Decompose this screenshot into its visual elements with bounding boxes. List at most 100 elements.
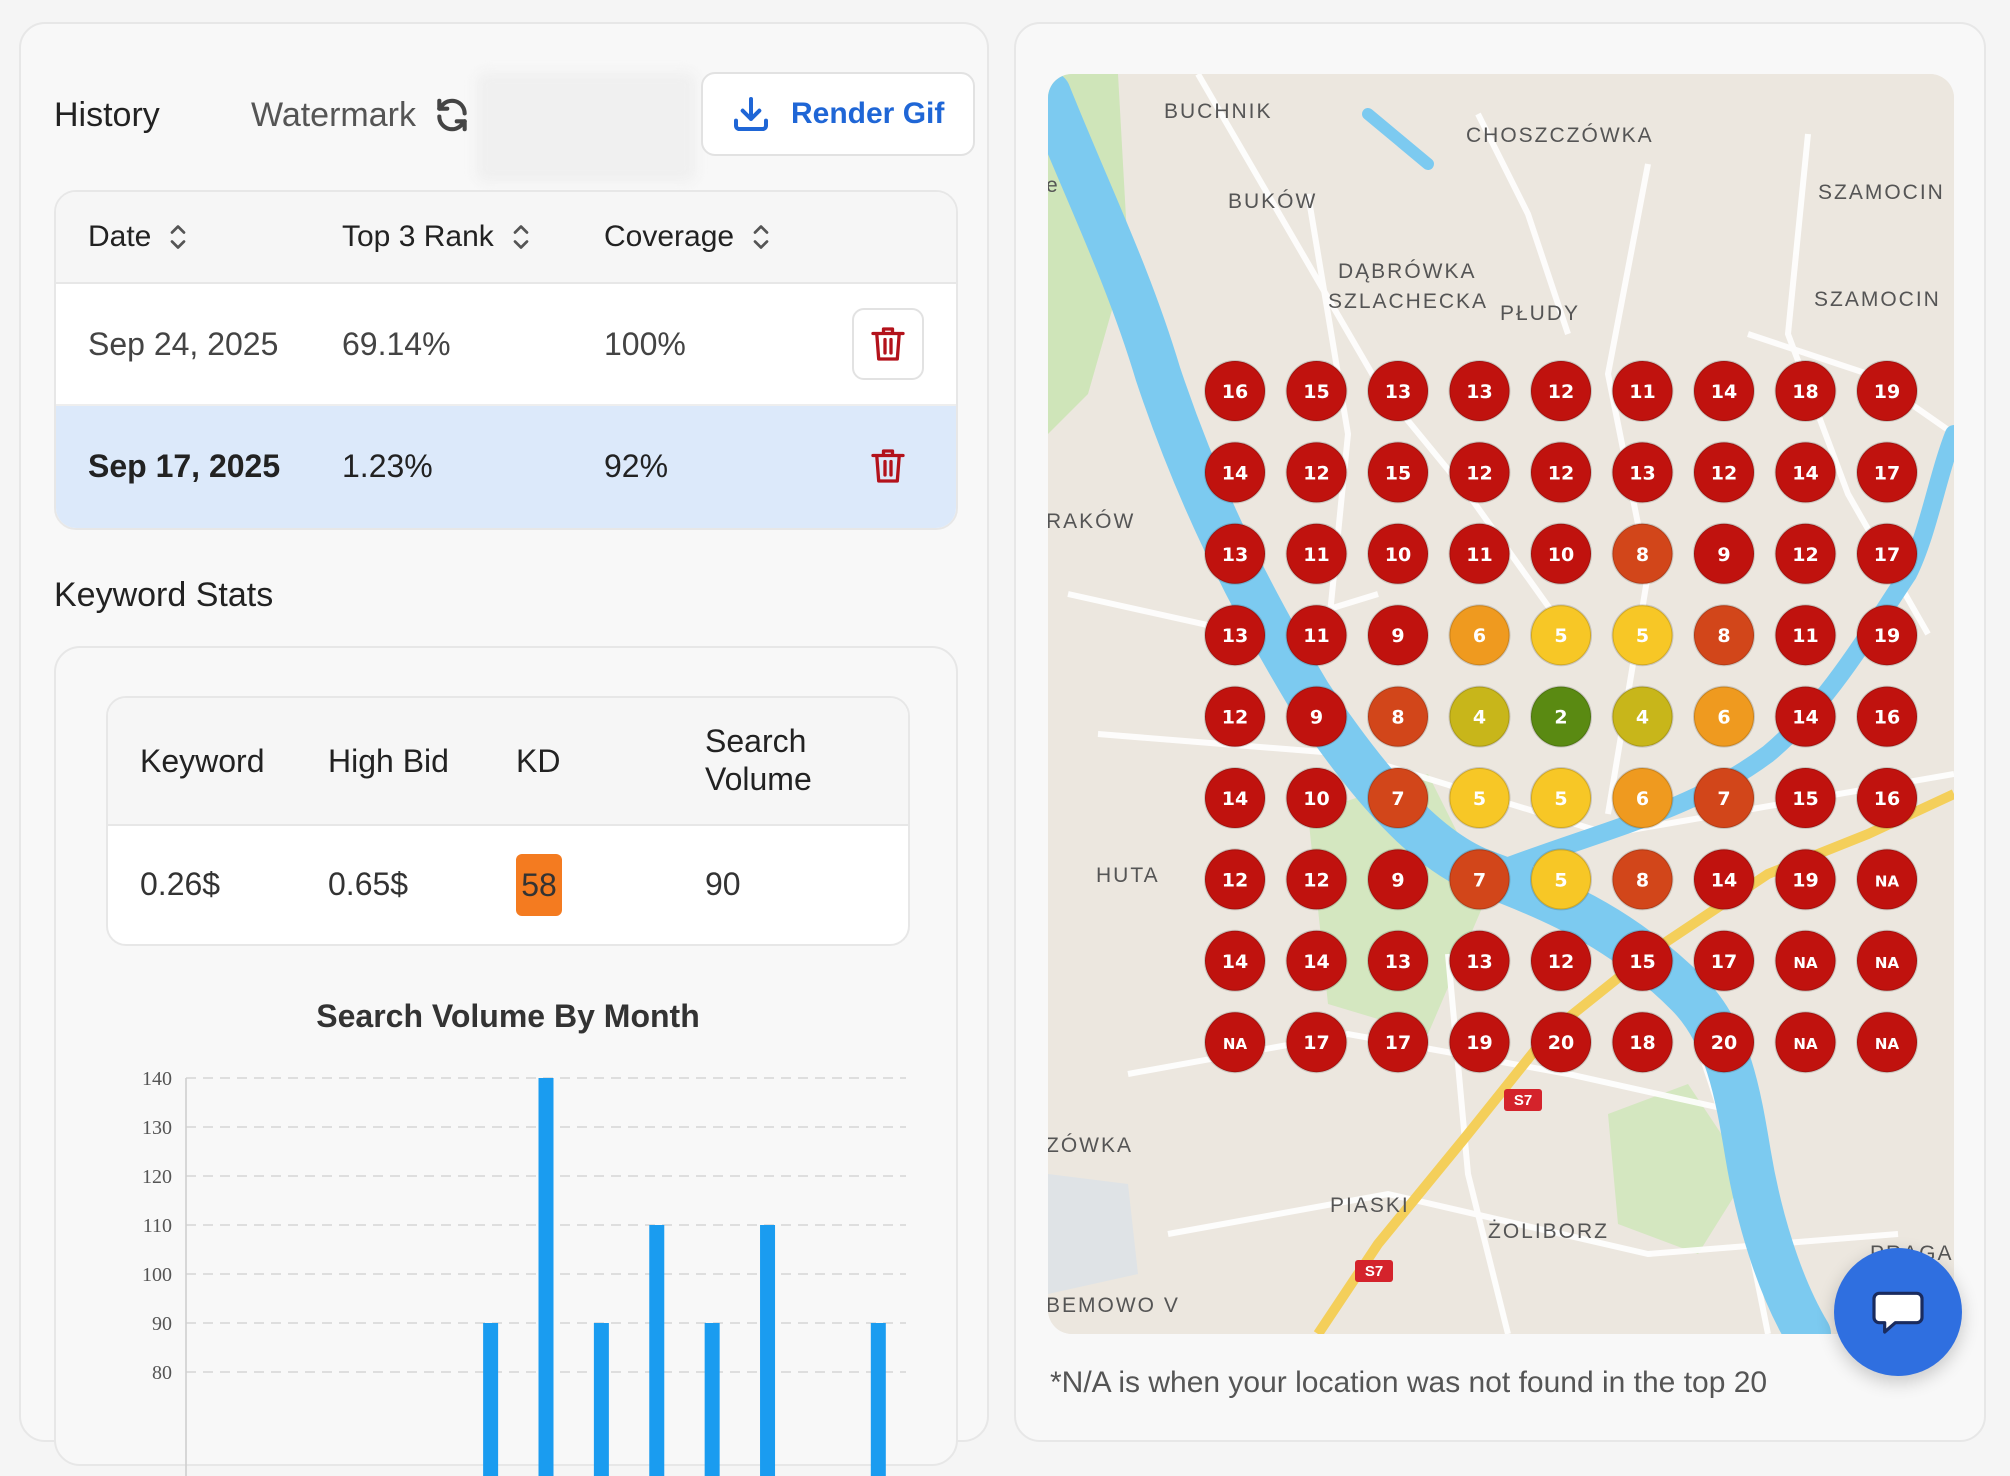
refresh-icon[interactable] — [433, 96, 471, 134]
rank-marker[interactable] — [1530, 929, 1592, 992]
rank-marker[interactable] — [1530, 360, 1592, 422]
chart-bar[interactable] — [649, 1225, 665, 1476]
rank-marker[interactable] — [1204, 604, 1266, 667]
rank-marker[interactable] — [1611, 929, 1674, 992]
rank-marker[interactable] — [1367, 848, 1429, 911]
rank-marker[interactable] — [1693, 767, 1755, 829]
rank-marker[interactable] — [1611, 441, 1674, 504]
rank-marker[interactable] — [1204, 685, 1266, 748]
rank-marker[interactable] — [1285, 767, 1348, 829]
date-column-header[interactable]: Date — [88, 220, 187, 254]
rank-marker[interactable] — [1204, 1011, 1266, 1074]
rank-marker[interactable] — [1448, 848, 1511, 911]
rank-marker[interactable] — [1856, 685, 1918, 748]
rank-marker[interactable] — [1693, 848, 1755, 911]
rank-marker[interactable] — [1774, 1011, 1837, 1074]
rank-marker[interactable] — [1611, 360, 1674, 422]
coverage-column-header[interactable]: Coverage — [604, 220, 770, 254]
rank-marker[interactable] — [1856, 360, 1918, 422]
rank-marker[interactable] — [1204, 929, 1266, 992]
rank-marker[interactable] — [1448, 767, 1511, 829]
rank-marker[interactable] — [1367, 1011, 1429, 1074]
rank-marker[interactable] — [1774, 522, 1837, 585]
rank-marker[interactable] — [1856, 929, 1918, 992]
rank-marker[interactable] — [1448, 1011, 1511, 1074]
rank-marker[interactable] — [1204, 522, 1266, 585]
rank-marker[interactable] — [1774, 441, 1837, 504]
rank-marker[interactable] — [1611, 522, 1674, 585]
rank-marker[interactable] — [1693, 685, 1755, 748]
rank-marker[interactable] — [1856, 767, 1918, 829]
delete-button[interactable] — [852, 308, 924, 380]
rank-marker[interactable] — [1367, 767, 1429, 829]
chat-button[interactable] — [1834, 1248, 1962, 1376]
rank-marker[interactable] — [1530, 767, 1592, 829]
rank-marker[interactable] — [1204, 360, 1266, 422]
rank-marker[interactable] — [1204, 767, 1266, 829]
rank-marker[interactable] — [1448, 522, 1511, 585]
rank-label: 12 — [1792, 544, 1818, 566]
rank-marker[interactable] — [1693, 929, 1755, 992]
rank-marker[interactable] — [1774, 848, 1837, 911]
chart-bar[interactable] — [593, 1323, 609, 1476]
rank-marker[interactable] — [1611, 1011, 1674, 1074]
rank-marker[interactable] — [1856, 604, 1918, 667]
rank-marker[interactable] — [1774, 360, 1837, 422]
rank-marker[interactable] — [1285, 929, 1348, 992]
rank-marker[interactable] — [1285, 522, 1348, 585]
rank-marker[interactable] — [1693, 522, 1755, 585]
rank-marker[interactable] — [1530, 522, 1592, 585]
rank-marker[interactable] — [1856, 522, 1918, 585]
rank-marker[interactable] — [1611, 604, 1674, 667]
rank-marker[interactable] — [1856, 848, 1918, 911]
rank-marker[interactable] — [1367, 685, 1429, 748]
rank-marker[interactable] — [1611, 767, 1674, 829]
chart-bar[interactable] — [704, 1323, 720, 1476]
rank-marker[interactable] — [1530, 685, 1592, 748]
rank-marker[interactable] — [1774, 929, 1837, 992]
rank-marker[interactable] — [1448, 360, 1511, 422]
history-row[interactable]: Sep 24, 2025 69.14% 100% — [56, 284, 956, 406]
history-row-selected[interactable]: Sep 17, 2025 1.23% 92% — [56, 406, 956, 528]
rank-marker[interactable] — [1367, 929, 1429, 992]
chart-bar[interactable] — [483, 1323, 499, 1476]
rank-marker[interactable] — [1367, 604, 1429, 667]
chart-bar[interactable] — [760, 1225, 776, 1476]
delete-button[interactable] — [852, 430, 924, 502]
rank-marker[interactable] — [1285, 848, 1348, 911]
rank-marker[interactable] — [1530, 604, 1592, 667]
rank-marker[interactable] — [1774, 685, 1837, 748]
render-gif-button[interactable]: Render Gif — [701, 72, 975, 156]
rank-marker[interactable] — [1448, 929, 1511, 992]
rank-marker[interactable] — [1448, 441, 1511, 504]
top3-column-header[interactable]: Top 3 Rank — [342, 220, 530, 254]
chart-bar[interactable] — [538, 1078, 554, 1476]
rank-marker[interactable] — [1285, 685, 1348, 748]
rank-marker[interactable] — [1774, 767, 1837, 829]
rank-marker[interactable] — [1367, 522, 1429, 585]
rank-marker[interactable] — [1367, 441, 1429, 504]
rank-marker[interactable] — [1448, 604, 1511, 667]
rank-marker[interactable] — [1204, 441, 1266, 504]
rank-marker[interactable] — [1856, 1011, 1918, 1074]
rank-marker[interactable] — [1285, 441, 1348, 504]
rank-marker[interactable] — [1448, 685, 1511, 748]
rank-marker[interactable] — [1530, 1011, 1592, 1074]
chart-bar[interactable] — [870, 1323, 886, 1476]
rank-marker[interactable] — [1530, 441, 1592, 504]
rank-marker[interactable] — [1367, 360, 1429, 422]
rank-marker[interactable] — [1693, 1011, 1755, 1074]
rank-marker[interactable] — [1774, 604, 1837, 667]
rank-marker[interactable] — [1611, 685, 1674, 748]
rank-marker[interactable] — [1285, 1011, 1348, 1074]
rank-marker[interactable] — [1204, 848, 1266, 911]
rank-grid-map[interactable]: S7 S7 BUCHNIK CHOSZCZÓWKA SZAMOCIN BUKÓW… — [1048, 74, 1954, 1334]
rank-marker[interactable] — [1285, 360, 1348, 422]
rank-marker[interactable] — [1693, 360, 1755, 422]
rank-marker[interactable] — [1856, 441, 1918, 504]
rank-marker[interactable] — [1285, 604, 1348, 667]
rank-marker[interactable] — [1693, 441, 1755, 504]
rank-marker[interactable] — [1611, 848, 1674, 911]
rank-marker[interactable] — [1693, 604, 1755, 667]
rank-marker[interactable] — [1530, 848, 1592, 911]
